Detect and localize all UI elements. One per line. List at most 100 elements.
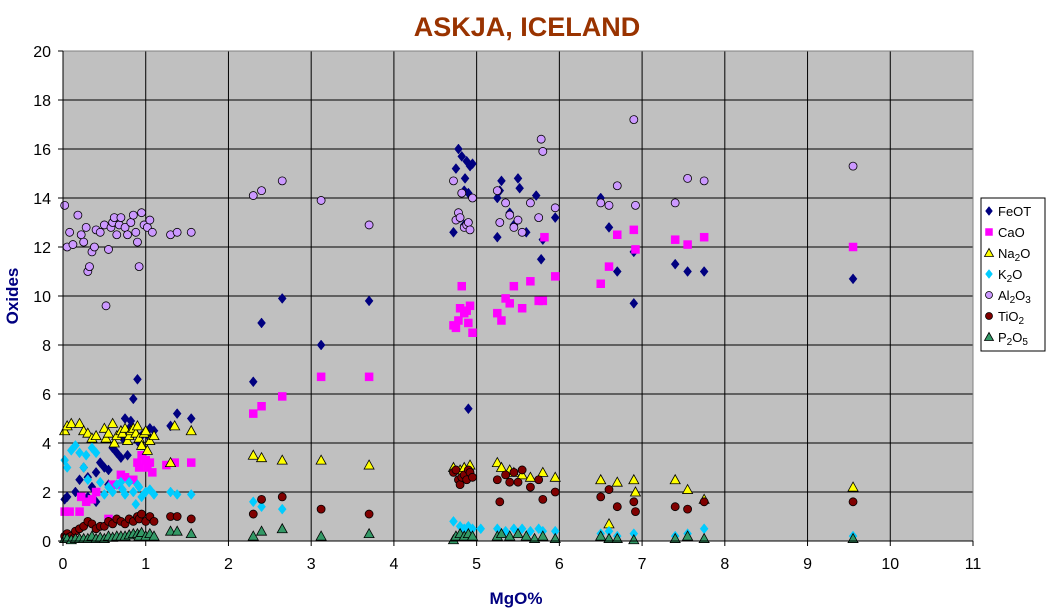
series-k2o [60,440,858,542]
legend-label-feot: FeOT [998,204,1031,219]
data-point-na2o [119,422,131,433]
series-p2o5 [58,522,859,545]
data-point-al2o3 [73,210,83,220]
legend-marker-k2o [985,269,993,279]
data-point-k2o [75,447,84,459]
data-point-na2o [98,422,111,433]
data-point-p2o5 [628,533,640,545]
data-point-al2o3 [538,147,548,156]
data-point-k2o [79,462,89,473]
data-point-al2o3 [509,222,519,232]
data-point-al2o3 [526,198,535,208]
legend-text-part: K [998,267,1007,282]
data-point-cao [134,463,144,472]
data-point-k2o [166,486,175,498]
data-point-al2o3 [112,230,122,240]
data-point-na2o [524,471,537,482]
x-tick-label: 5 [472,556,481,573]
data-point-cao [364,372,374,382]
data-point-cao [670,235,680,244]
data-point-p2o5 [148,530,160,541]
legend-marker-p2o5 [983,331,995,341]
data-point-na2o [847,481,859,492]
data-point-tio2 [451,465,461,475]
data-point-na2o [102,427,115,438]
data-point-feot [100,462,109,473]
data-point-tio2 [604,485,614,494]
data-point-p2o5 [520,530,532,541]
data-point-k2o [509,523,519,535]
legend-label-cao: CaO [998,225,1025,240]
data-point-p2o5 [549,532,561,543]
data-point-k2o [62,462,72,473]
data-point-feot [629,297,639,309]
data-point-al2o3 [101,301,111,311]
data-point-na2o [90,429,102,441]
data-point-feot [492,192,502,204]
x-tick-label: 7 [638,556,647,573]
data-point-al2o3 [517,227,527,237]
data-point-na2o [628,473,640,485]
data-point-feot [71,486,80,498]
data-point-cao [497,316,506,325]
legend-text-part: FeOT [998,204,1031,219]
y-tick-label: 12 [33,240,51,257]
data-point-tio2 [670,502,680,512]
data-point-feot [492,231,502,243]
data-point-cao [76,492,86,502]
legend-text-part: O [1015,288,1025,303]
data-point-tio2 [492,475,502,485]
legend-subscript: 3 [1025,295,1031,306]
data-point-na2o [315,454,327,465]
data-point-tio2 [172,512,182,521]
data-point-k2o [134,481,144,493]
legend-label-p2o5: P2O5 [998,330,1028,348]
data-point-al2o3 [116,213,126,223]
data-point-feot [104,464,113,476]
data-point-cao [148,468,157,477]
data-point-feot [464,403,473,415]
data-point-al2o3 [68,240,78,249]
data-points [58,115,859,545]
x-tick-label: 10 [881,556,899,573]
data-point-na2o [108,437,120,448]
legend-marker-feot [985,206,993,216]
data-point-k2o [91,447,101,459]
x-tick-label: 4 [389,556,398,573]
data-point-feot [536,253,546,265]
legend-text-part: CaO [998,225,1025,240]
y-tick-label: 18 [33,93,51,110]
data-point-na2o [537,466,549,477]
data-point-cao [451,323,461,333]
data-point-cao [493,308,502,318]
data-point-al2o3 [76,230,86,240]
data-point-feot [91,466,101,478]
data-point-cao [145,458,155,467]
data-point-al2o3 [550,203,560,213]
data-point-tio2 [550,487,560,497]
data-point-al2o3 [629,115,639,124]
data-point-p2o5 [504,530,516,541]
data-point-na2o [141,444,154,455]
data-point-cao [316,372,326,382]
data-point-cao [464,318,473,328]
data-point-feot [449,226,458,238]
data-point-al2o3 [596,198,606,208]
data-point-cao [91,487,101,497]
data-point-na2o [148,429,160,441]
y-tick-label: 0 [42,534,51,551]
data-point-feot [75,474,84,486]
data-point-na2o [669,473,681,485]
legend-subscript: 2 [1007,274,1013,285]
data-point-k2o [517,523,527,535]
data-point-k2o [108,486,117,498]
data-point-al2o3 [501,198,510,208]
data-point-al2o3 [131,227,141,237]
data-point-al2o3 [536,134,546,144]
data-point-al2o3 [683,173,692,183]
data-point-feot [497,175,506,187]
data-point-tio2 [596,492,606,502]
data-point-tio2 [468,472,477,482]
data-point-tio2 [495,497,505,507]
